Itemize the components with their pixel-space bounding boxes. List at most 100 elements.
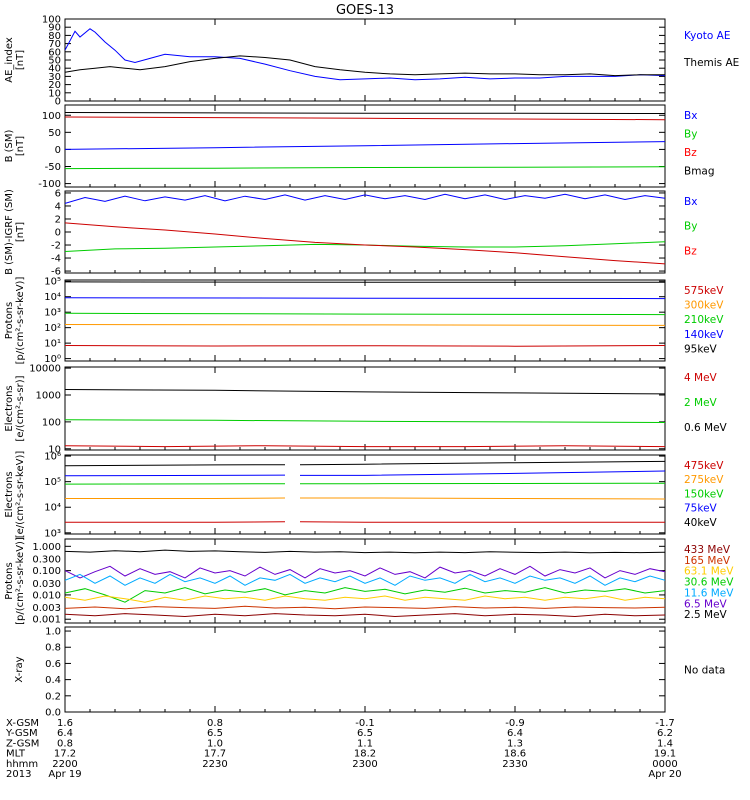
series-line-150kev	[300, 482, 665, 485]
series-line-30-6-mev	[65, 587, 665, 603]
footer-value: 0.8	[57, 738, 73, 749]
y-axis-label-line: [p/(cm²-s-sr-keV)]	[15, 537, 26, 625]
y-tick-label: 100	[42, 417, 61, 428]
y-axis-label: B (SM)[nT]	[4, 129, 26, 162]
series-line-bx	[65, 141, 665, 150]
y-tick-label: 50	[48, 128, 61, 139]
footer-value: Apr 19	[48, 769, 81, 780]
panel-protons_high: 1.000 0.100 0.010 0.001 0.300 0.030 0.003 Proto…	[4, 537, 734, 626]
y-tick-label: 10⁶	[44, 452, 61, 463]
y-axis-label-line: [nT]	[15, 50, 26, 70]
y-axis-label: Electrons[e/(cm²-s-sr-keV)]	[4, 451, 26, 539]
legend-label: 2.5 MeV	[684, 609, 728, 621]
y-tick-label: 100	[42, 111, 61, 122]
footer-row-label: 2013	[6, 769, 31, 780]
y-axis-label-line: Electrons	[4, 385, 15, 431]
y-tick-label: 10⁴	[44, 292, 61, 303]
series-line-bz	[65, 116, 665, 121]
series-line-2-mev	[65, 419, 665, 423]
footer-value: -1.7	[655, 718, 675, 729]
y-axis-label-line: [e/(cm²-s-sr)]	[15, 375, 26, 441]
legend-label: 4 MeV	[684, 372, 718, 384]
footer-row-label: hhmm	[6, 759, 38, 770]
legend-label: Kyoto AE	[684, 30, 730, 42]
y-axis-label: Protons[p/(cm²-s-sr-keV)]	[4, 537, 26, 625]
footer-value: 18.6	[504, 749, 526, 760]
y-tick-label: 0.010	[32, 590, 61, 601]
series-line-210kev	[65, 312, 665, 316]
y-tick-label: -100	[38, 179, 61, 190]
footer-value: 0000	[652, 759, 677, 770]
y-tick-label: 0.2	[45, 691, 61, 702]
legend-label: 300keV	[684, 300, 724, 312]
y-tick-label: 10⁰	[44, 354, 61, 365]
y-tick-label: 0.003	[32, 603, 61, 614]
footer-value: Apr 20	[648, 769, 681, 780]
panel-bigrf: 6 4 2 0 -2 -4 -6 B (SM)-IGRF (SM)[nT] Bx By Bz	[4, 188, 697, 277]
legend-label: 210keV	[684, 314, 724, 326]
series-line-165-mev	[65, 605, 665, 610]
series-line-40kev	[65, 464, 286, 467]
y-tick-label: 4	[55, 201, 61, 212]
footer-row-label: Z-GSM	[6, 738, 39, 749]
footer-value: 6.5	[357, 728, 373, 739]
y-axis-label-line: AE_index	[4, 37, 15, 83]
ephemeris-footer: X-GSMY-GSMZ-GSMMLThhmm20131.66.40.817.22…	[5, 718, 682, 780]
y-tick-label: 0	[55, 228, 61, 239]
footer-value: 18.2	[354, 749, 376, 760]
y-tick-label: 50	[48, 56, 61, 67]
series-line-63-1-mev	[65, 595, 665, 603]
panel-b: 100 50 0 -50 -100 B (SM)[nT] Bx By Bz Bmag	[4, 104, 715, 190]
y-tick-label: 0.001	[32, 615, 61, 626]
y-axis-label-line: B (SM)	[4, 129, 15, 162]
y-tick-label: 1000	[36, 390, 61, 401]
legend-label: 2 MeV	[684, 397, 718, 409]
legend-label: By	[684, 129, 697, 141]
y-tick-label: -2	[51, 241, 61, 252]
footer-value: 1.6	[57, 718, 73, 729]
footer-value: 2300	[352, 759, 377, 770]
y-tick-label: 1.000	[32, 542, 61, 553]
series-line-40kev	[299, 460, 665, 466]
y-axis-label-line: [nT]	[15, 136, 26, 156]
y-tick-label: 90	[48, 23, 61, 34]
y-axis-label: Protons[p/(cm²-s-sr-keV)]	[4, 277, 26, 365]
legend-label: 0.6 MeV	[684, 422, 728, 434]
series-line-bmag	[65, 112, 665, 114]
y-tick-label: 40	[48, 64, 61, 75]
series-line-themis-ae	[65, 55, 665, 77]
panel-xray: 1.0 0.8 0.6 0.4 0.2 0.0 X-ray No data	[14, 626, 725, 719]
series-line-11-6-mev	[65, 573, 665, 586]
y-axis-label-line: Protons	[4, 302, 15, 339]
series-line-75kev	[65, 474, 286, 477]
y-tick-label: 70	[48, 39, 61, 50]
series-line-2-5-mev	[65, 549, 665, 554]
footer-value: 17.2	[54, 749, 76, 760]
series-line-bz	[65, 222, 665, 265]
panel-frame	[64, 279, 666, 362]
y-axis-label: B (SM)-IGRF (SM)[nT]	[4, 189, 26, 275]
legend-label: 40keV	[684, 517, 718, 529]
y-tick-label: 10³	[44, 308, 61, 319]
y-tick-label: 2	[55, 214, 61, 225]
legend-label: 11.6 MeV	[684, 587, 734, 599]
y-tick-label: 1.0	[45, 627, 61, 638]
footer-value: 1.0	[207, 738, 223, 749]
y-tick-label: 10²	[44, 323, 61, 334]
footer-value: 1.1	[357, 738, 373, 749]
legend-label: Bx	[684, 110, 697, 122]
panel-frame	[64, 538, 666, 624]
legend-label: 275keV	[684, 474, 724, 486]
legend-label: 140keV	[684, 329, 724, 341]
legend-label: 150keV	[684, 488, 724, 500]
panel-frame	[64, 18, 666, 102]
legend-label: 75keV	[684, 503, 718, 515]
legend-label: 575keV	[684, 285, 724, 297]
footer-value: 19.1	[654, 749, 676, 760]
panels: 1009080706050403020100AE_index[nT]Kyoto …	[4, 15, 739, 719]
y-axis-label: AE_index[nT]	[4, 37, 26, 83]
legend-label: Bmag	[684, 166, 715, 178]
y-axis-label-line: Protons	[4, 562, 15, 599]
y-axis-label: Electrons[e/(cm²-s-sr)]	[4, 375, 26, 441]
